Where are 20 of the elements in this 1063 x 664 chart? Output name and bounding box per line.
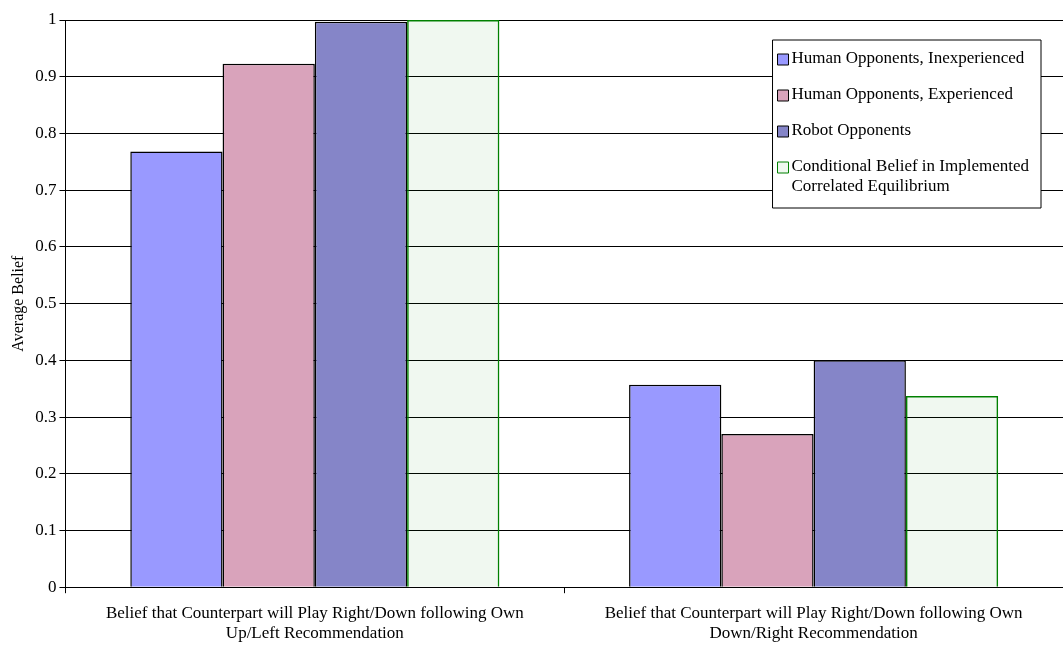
y-tick-label: 0.1	[35, 519, 57, 539]
y-tick-label: 0.7	[35, 179, 57, 199]
legend-label: Robot Opponents	[791, 119, 912, 139]
y-tick-label: 0.3	[35, 406, 57, 426]
y-tick-label: 1	[47, 9, 57, 29]
legend-label: Conditional Belief in Implemented Correlated Equilibrium	[791, 155, 1030, 195]
bar	[407, 20, 500, 587]
y-tick-label: 0.4	[35, 349, 57, 369]
bar	[905, 396, 999, 587]
y-tick-label: 0.8	[35, 122, 57, 142]
x-tick-label: Belief that Counterpart will Play Right/Down following Own Down/Right Recommendation	[604, 602, 1024, 643]
y-tick-label: 0	[47, 576, 57, 596]
x-tick-label: Belief that Counterpart will Play Right/Down following Own Up/Left Recommendation	[105, 602, 525, 643]
y-axis-title: Average Belief	[8, 254, 27, 352]
legend-label: Human Opponents, Experienced	[791, 83, 1014, 103]
y-tick-label: 0.5	[35, 293, 57, 313]
y-tick-label: 0.6	[35, 236, 57, 256]
legend-label: Human Opponents, Inexperienced	[791, 47, 1025, 67]
y-tick-label: 0.2	[35, 463, 57, 483]
y-tick-label: 0.9	[35, 66, 57, 86]
